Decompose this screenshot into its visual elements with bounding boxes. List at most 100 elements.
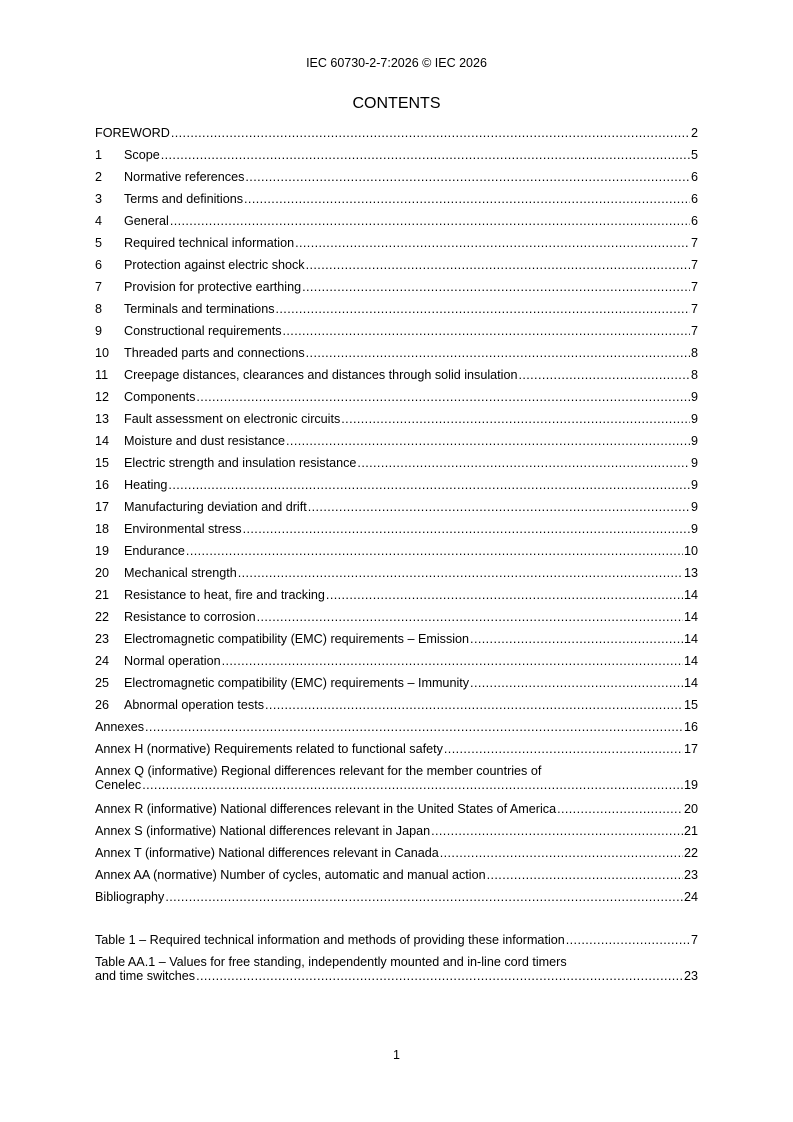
leader-dots [444,742,683,757]
section-number: 17 [95,500,110,514]
entry-title: Table 1 – Required technical information… [95,933,565,947]
leader-dots [171,126,690,141]
entry-title: Protection against electric shock [124,258,305,272]
leader-dots [440,846,683,861]
section-number: 24 [95,654,110,668]
toc-entry[interactable]: Cenelec 19 [95,778,698,793]
entry-title: Normative references [124,170,245,184]
leader-dots [196,969,683,984]
section-number: 6 [95,258,103,272]
section-number: 1 [95,148,103,162]
entry-title: Threaded parts and connections [124,346,305,360]
entry-page: 16 [683,720,698,734]
toc-entry[interactable]: 5 Required technical information 7 [95,236,698,251]
section-number: 16 [95,478,110,492]
toc-entry[interactable]: 15 Electric strength and insulation resis… [95,456,698,471]
leader-dots [245,170,690,185]
entry-page: 20 [683,802,698,816]
toc-entry[interactable]: 25 Electromagnetic compatibility (EMC) re… [95,676,698,691]
toc-entry[interactable]: Annex AA (normative) Number of cycles, a… [95,868,698,883]
page-title: CONTENTS [352,95,441,112]
section-number: 18 [95,522,110,536]
document-header: IEC 60730-2-7:2026 © IEC 2026 [306,56,487,70]
toc-entry[interactable]: FOREWORD 2 [95,126,698,141]
toc-entry[interactable]: 9 Constructional requirements 7 [95,324,698,339]
toc-entry[interactable]: 1 Scope 5 [95,148,698,163]
entry-page: 7 [690,236,698,250]
entry-page: 22 [683,846,698,860]
entry-page: 14 [683,632,698,646]
toc-entry[interactable]: 11 Creepage distances, clearances and dis… [95,368,698,383]
leader-dots [222,654,683,669]
entry-page: 7 [690,302,698,316]
toc-entry[interactable]: 17 Manufacturing deviation and drift 9 [95,500,698,515]
entry-title: Resistance to heat, fire and tracking [124,588,325,602]
leader-dots [470,632,683,647]
toc-entry[interactable]: 7 Provision for protective earthing 7 [95,280,698,295]
leader-dots [244,192,690,207]
entry-page: 21 [683,824,698,838]
entry-page: 19 [683,778,698,792]
leader-dots [283,324,690,339]
entry-page: 9 [690,456,698,470]
entry-page: 14 [683,654,698,668]
entry-title: Abnormal operation tests [124,698,265,712]
entry-title: Endurance [124,544,185,558]
toc-entry[interactable]: Table 1 – Required technical information… [95,933,698,948]
section-number: 23 [95,632,110,646]
leader-dots [196,390,690,405]
entry-page: 10 [683,544,698,558]
entry-title: Terminals and terminations [124,302,275,316]
entry-title: Cenelec [95,778,142,792]
toc-entry[interactable]: 24 Normal operation 14 [95,654,698,669]
toc-entry[interactable]: 2 Normative references 6 [95,170,698,185]
section-number: 25 [95,676,110,690]
toc-entry[interactable]: 19 Endurance 10 [95,544,698,559]
leader-dots [168,478,690,493]
toc-entry[interactable]: 13 Fault assessment on electronic circuit… [95,412,698,427]
leader-dots [357,456,690,471]
toc-entry[interactable]: 23 Electromagnetic compatibility (EMC) re… [95,632,698,647]
toc-entry[interactable]: 16 Heating 9 [95,478,698,493]
entry-title: Heating [124,478,168,492]
entry-page: 14 [683,676,698,690]
section-number: 2 [95,170,103,184]
section-number: 12 [95,390,110,404]
toc-entry[interactable]: and time switches 23 [95,969,698,984]
toc-entry[interactable]: Annex H (normative) Requirements related… [95,742,698,757]
toc-entry[interactable]: 10 Threaded parts and connections 8 [95,346,698,361]
leader-dots [557,802,683,817]
leader-dots [170,214,690,229]
toc-entry[interactable]: Bibliography 24 [95,890,698,905]
toc-entry[interactable]: 20 Mechanical strength 13 [95,566,698,581]
toc-entry[interactable]: 18 Environmental stress 9 [95,522,698,537]
toc-entry[interactable]: Annex R (informative) National differenc… [95,802,698,817]
toc-entry[interactable]: 6 Protection against electric shock 7 [95,258,698,273]
section-number: 5 [95,236,103,250]
entry-page: 6 [690,192,698,206]
entry-page: 7 [690,280,698,294]
toc-entry[interactable]: 21 Resistance to heat, fire and tracking 1… [95,588,698,603]
leader-dots [306,258,690,273]
toc-entry[interactable]: 14 Moisture and dust resistance 9 [95,434,698,449]
entry-page: 9 [690,478,698,492]
leader-dots [470,676,683,691]
entry-title: Annex AA (normative) Number of cycles, a… [95,868,486,882]
section-number: 3 [95,192,103,206]
toc-entry[interactable]: 8 Terminals and terminations 7 [95,302,698,317]
toc-entry[interactable]: 12 Components 9 [95,390,698,405]
entry-title: Electromagnetic compatibility (EMC) requ… [124,632,470,646]
toc-entry[interactable]: Annex T (informative) National differenc… [95,846,698,861]
entry-title: Terms and definitions [124,192,244,206]
entry-title: Annex S (informative) National differenc… [95,824,431,838]
section-number: 9 [95,324,103,338]
toc-entry[interactable]: 26 Abnormal operation tests 15 [95,698,698,713]
toc-entry[interactable]: Annex S (informative) National differenc… [95,824,698,839]
entry-title: Normal operation [124,654,221,668]
toc-entry[interactable]: Annexes 16 [95,720,698,735]
leader-dots [186,544,683,559]
leader-dots [308,500,690,515]
toc-entry[interactable]: 3 Terms and definitions 6 [95,192,698,207]
toc-entry[interactable]: 22 Resistance to corrosion 14 [95,610,698,625]
toc-entry[interactable]: 4 General 6 [95,214,698,229]
